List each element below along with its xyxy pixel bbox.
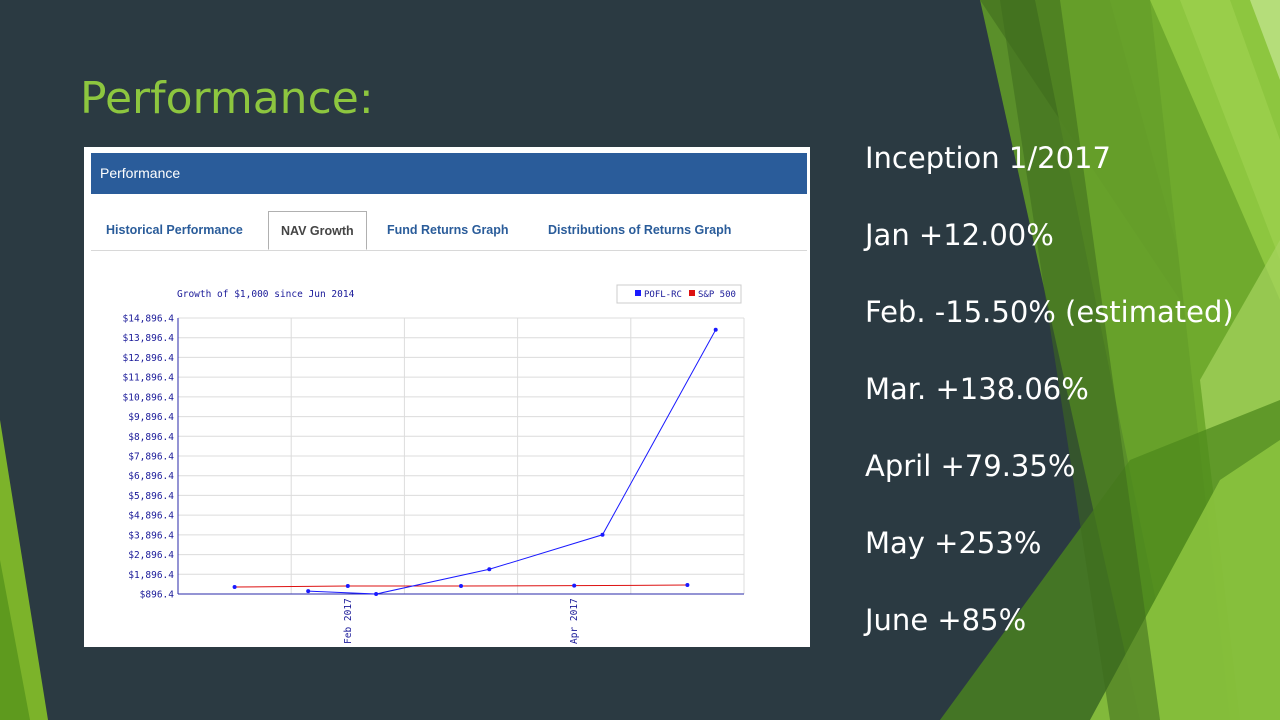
chart-title: Growth of $1,000 since Jun 2014 bbox=[177, 289, 355, 300]
tab-nav-growth[interactable]: NAV Growth bbox=[268, 211, 367, 250]
stat-june: June +85% bbox=[865, 603, 1027, 637]
performance-screenshot: Performance Historical Performance NAV G… bbox=[84, 147, 810, 647]
y-tick-label: $2,896.4 bbox=[128, 550, 174, 561]
y-tick-label: $12,896.4 bbox=[123, 353, 175, 364]
nav-growth-chart: $14,896.4 $13,896.4 $12,896.4 $11,896.4 $10,… bbox=[123, 284, 745, 644]
legend-label: POFL-RC bbox=[644, 290, 682, 300]
y-tick-label: $10,896.4 bbox=[123, 392, 175, 403]
data-point bbox=[459, 584, 463, 589]
tab-distributions-of-returns-graph[interactable]: Distributions of Returns Graph bbox=[548, 223, 732, 237]
y-tick-label: $1,896.4 bbox=[128, 570, 174, 581]
data-point bbox=[713, 327, 718, 332]
y-tick-label: $5,896.4 bbox=[128, 491, 174, 502]
slide-title: Performance: bbox=[80, 73, 374, 124]
stat-mar: Mar. +138.06% bbox=[865, 372, 1089, 406]
x-tick-label: Apr 2017 bbox=[569, 598, 580, 644]
y-tick-label: $3,896.4 bbox=[128, 530, 174, 541]
y-tick-label: $7,896.4 bbox=[128, 452, 174, 463]
tab-fund-returns-graph[interactable]: Fund Returns Graph bbox=[387, 223, 509, 237]
data-point bbox=[487, 567, 492, 572]
data-point bbox=[600, 532, 605, 537]
stat-feb: Feb. -15.50% (estimated) bbox=[865, 295, 1234, 329]
stat-may: May +253% bbox=[865, 526, 1042, 560]
y-tick-label: $14,896.4 bbox=[123, 314, 175, 325]
y-tick-label: $11,896.4 bbox=[123, 373, 175, 384]
legend-swatch bbox=[689, 290, 695, 296]
y-tick-label: $9,896.4 bbox=[128, 412, 174, 423]
y-tick-label: $8,896.4 bbox=[128, 432, 174, 443]
data-point bbox=[345, 584, 350, 589]
data-point bbox=[306, 589, 311, 594]
legend-label: S&P 500 bbox=[698, 290, 736, 300]
stat-inception: Inception 1/2017 bbox=[865, 141, 1111, 175]
y-tick-label: $6,896.4 bbox=[128, 471, 174, 482]
tab-historical-performance[interactable]: Historical Performance bbox=[106, 223, 243, 237]
tab-bar: Historical Performance NAV Growth Fund R… bbox=[91, 211, 807, 251]
stat-april: April +79.35% bbox=[865, 449, 1076, 483]
stat-jan: Jan +12.00% bbox=[865, 218, 1054, 252]
y-tick-label: $4,896.4 bbox=[128, 511, 174, 522]
x-tick-label: Feb 2017 bbox=[343, 598, 354, 644]
panel-header: Performance bbox=[91, 153, 807, 194]
legend-box bbox=[616, 284, 742, 304]
y-tick-label: $13,896.4 bbox=[123, 333, 175, 344]
y-tick-label: $896.4 bbox=[140, 590, 175, 601]
data-point bbox=[572, 583, 577, 588]
legend-swatch bbox=[635, 290, 641, 296]
data-point bbox=[374, 592, 379, 596]
data-point bbox=[685, 583, 690, 588]
data-point bbox=[232, 585, 237, 590]
